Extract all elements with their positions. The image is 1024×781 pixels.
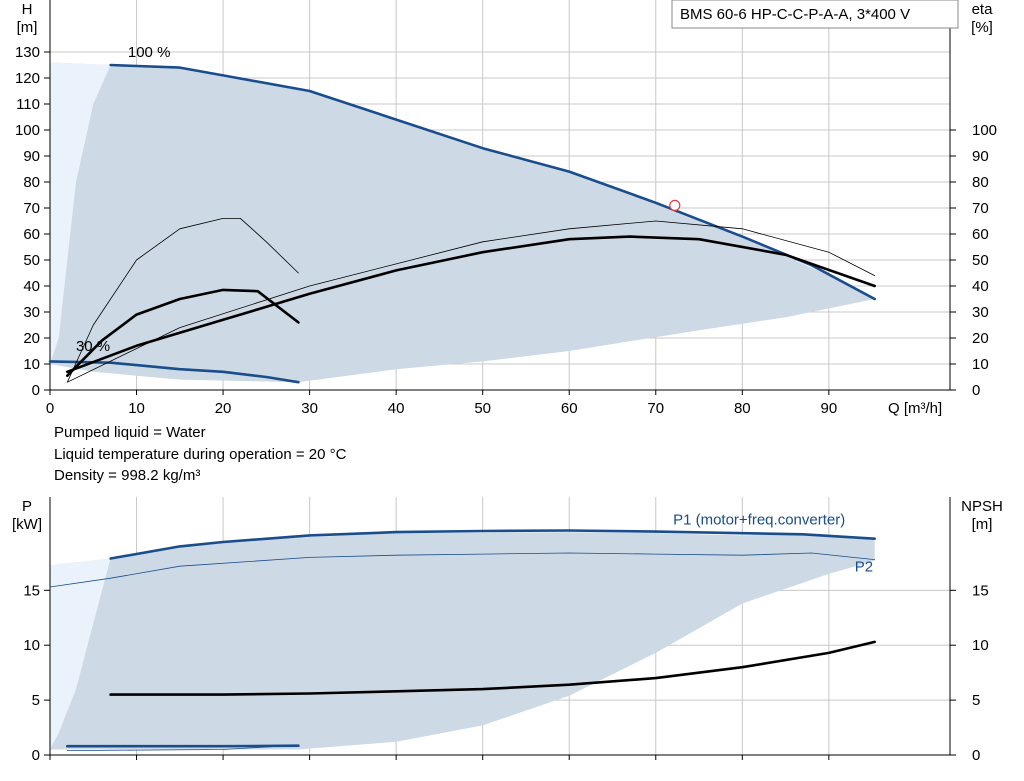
y-tick-label-right: 30 <box>972 304 989 321</box>
duty-point-marker <box>669 199 681 211</box>
x-tick-label: 40 <box>388 400 405 417</box>
y-tick-label-right: 80 <box>972 174 989 191</box>
x-tick-label: 50 <box>474 400 491 417</box>
y-tick-label-left: 130 <box>15 44 40 61</box>
y-tick-label-left: 90 <box>23 148 40 165</box>
series-label: P1 (motor+freq.converter) <box>673 511 845 528</box>
series-npsh-line <box>109 640 877 696</box>
curve-label: 100 % <box>128 44 171 61</box>
x-tick-label: 20 <box>215 400 232 417</box>
series-p1-line <box>66 744 300 748</box>
y-tick-label-right: 5 <box>972 692 980 709</box>
y-tick-label-left: 70 <box>23 200 40 217</box>
operating-area-edge <box>50 62 111 365</box>
series-h-line <box>48 360 300 384</box>
x-tick-label: 90 <box>821 400 838 417</box>
y-axis-title-left: H [m] <box>17 1 38 36</box>
y-tick-label-left: 30 <box>23 304 40 321</box>
y-tick-label-left: 60 <box>23 226 40 243</box>
operating-area <box>50 532 875 750</box>
title-box <box>671 0 959 29</box>
x-tick-label: 80 <box>734 400 751 417</box>
x-tick-label: 30 <box>301 400 318 417</box>
y-tick-label-left: 10 <box>23 637 40 654</box>
y-tick-label-left: 120 <box>15 70 40 87</box>
x-tick-label: 70 <box>647 400 664 417</box>
x-tick-label: 10 <box>128 400 145 417</box>
y-tick-label-left: 10 <box>23 356 40 373</box>
series-eta-line <box>66 288 300 378</box>
series-eta-line <box>66 217 299 383</box>
annotation-liquid: Pumped liquid = Water <box>54 424 206 441</box>
panel-1 <box>44 0 959 395</box>
y-tick-label-right: 15 <box>972 582 989 599</box>
series-p1-line <box>109 529 877 560</box>
y-axis-title-left: P [kW] <box>12 498 42 533</box>
y-tick-label-left: 40 <box>23 278 40 295</box>
y-tick-label-right: 10 <box>972 356 989 373</box>
y-tick-label-right: 50 <box>972 252 989 269</box>
curve-label: 30 % <box>76 338 110 355</box>
annotation-temperature: Liquid temperature during operation = 20… <box>54 446 347 463</box>
series-p2-line <box>66 744 299 751</box>
y-tick-label-right: 100 <box>972 122 997 139</box>
y-tick-label-left: 110 <box>16 96 40 113</box>
y-tick-label-right: 70 <box>972 200 989 217</box>
y-tick-label-left: 20 <box>23 330 40 347</box>
y-tick-label-left: 100 <box>15 122 40 139</box>
y-tick-label-right: 40 <box>972 278 989 295</box>
series-p2-line <box>49 552 876 588</box>
operating-area <box>50 62 875 383</box>
chart-title: BMS 60-6 HP-C-C-P-A-A, 3*400 V <box>680 6 910 23</box>
x-tick-label: 0 <box>46 400 54 417</box>
y-tick-label-left: 80 <box>23 174 40 191</box>
y-axis-title-right: eta [%] <box>971 1 993 36</box>
x-tick-label: 60 <box>561 400 578 417</box>
panel-2 <box>44 497 956 760</box>
operating-area-edge <box>50 558 111 750</box>
y-tick-label-right: 10 <box>972 637 989 654</box>
series-h-line <box>109 63 877 301</box>
y-tick-label-left: 50 <box>23 252 40 269</box>
y-tick-label-left: 15 <box>23 582 40 599</box>
y-tick-label-left: 0 <box>32 382 40 399</box>
y-tick-label-right: 0 <box>972 382 980 399</box>
x-axis-title: Q [m³/h] <box>888 400 942 417</box>
y-tick-label-right: 0 <box>972 747 980 764</box>
series-label: P2 <box>855 559 873 576</box>
annotation-density: Density = 998.2 kg/m³ <box>54 467 201 484</box>
y-axis-title-right: NPSH [m] <box>961 498 1003 533</box>
y-tick-label-left: 0 <box>32 747 40 764</box>
y-tick-label-left: 5 <box>32 692 40 709</box>
y-tick-label-right: 20 <box>972 330 989 347</box>
series-eta-line <box>66 220 876 383</box>
y-tick-label-right: 90 <box>972 148 989 165</box>
y-tick-label-right: 60 <box>972 226 989 243</box>
series-eta-line <box>66 235 877 374</box>
